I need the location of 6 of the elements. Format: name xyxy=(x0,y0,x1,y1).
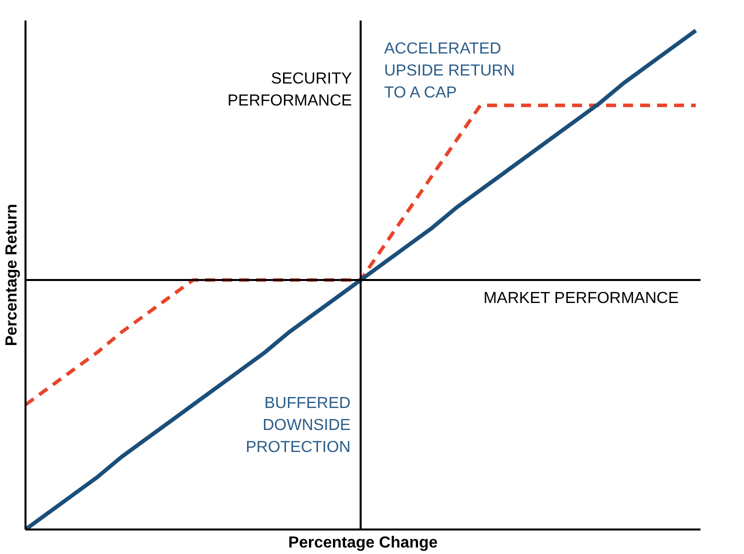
annotation: ACCELERATED UPSIDE RETURN TO A CAP xyxy=(384,40,515,102)
x-axis-title: Percentage Change xyxy=(288,534,438,552)
annotation: SECURITY PERFORMANCE xyxy=(227,70,352,110)
annotation: BUFFERED DOWNSIDE PROTECTION xyxy=(246,394,351,456)
y-axis-title: Percentage Return xyxy=(4,204,20,346)
annotation: MARKET PERFORMANCE xyxy=(483,290,679,307)
